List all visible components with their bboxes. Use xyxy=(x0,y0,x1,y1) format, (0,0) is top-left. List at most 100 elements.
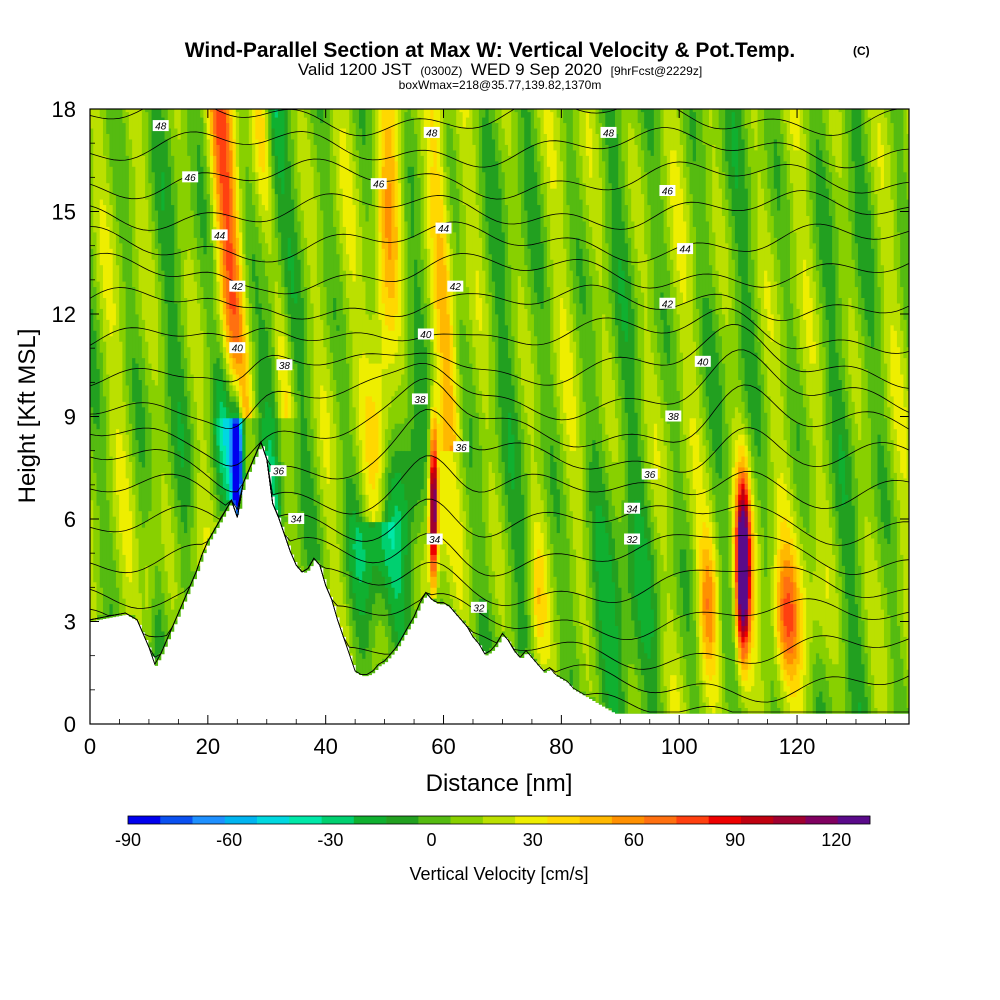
field-cell xyxy=(135,363,140,441)
field-cell xyxy=(177,109,182,140)
field-cell xyxy=(433,417,438,430)
field-cell xyxy=(229,150,234,189)
field-cell xyxy=(235,412,240,419)
field-cell xyxy=(281,314,286,337)
field-cell xyxy=(705,221,710,298)
field-cell xyxy=(255,139,260,173)
field-cell xyxy=(783,576,788,599)
field-cell xyxy=(274,155,279,195)
field-cell xyxy=(822,663,827,703)
field-cell xyxy=(235,401,240,408)
field-cell xyxy=(277,417,282,462)
field-cell xyxy=(563,109,567,124)
field-cell xyxy=(128,461,133,512)
field-cell xyxy=(754,478,759,506)
field-cell xyxy=(174,303,179,479)
field-cell xyxy=(264,450,269,457)
field-cell xyxy=(663,242,668,298)
field-cell xyxy=(777,259,781,315)
field-cell xyxy=(222,379,227,391)
field-cell xyxy=(245,396,250,419)
field-cell xyxy=(430,467,435,473)
field-cell xyxy=(521,237,525,288)
field-cell xyxy=(524,264,529,309)
field-cell xyxy=(883,109,888,118)
field-cell xyxy=(248,341,253,375)
field-cell xyxy=(744,505,749,512)
field-cell xyxy=(427,335,431,430)
field-cell xyxy=(566,109,571,206)
field-cell xyxy=(647,527,652,561)
field-cell xyxy=(491,139,496,282)
field-cell xyxy=(576,177,580,238)
field-cell xyxy=(239,412,243,419)
field-cell xyxy=(553,188,558,353)
field-cell xyxy=(242,434,247,479)
field-cell xyxy=(388,363,392,408)
field-cell xyxy=(277,335,282,380)
field-cell xyxy=(783,319,788,441)
field-cell xyxy=(320,527,324,572)
field-cell xyxy=(297,109,302,173)
field-cell xyxy=(741,357,746,402)
field-cell xyxy=(767,109,772,189)
field-cell xyxy=(543,488,548,523)
field-cell xyxy=(812,620,817,665)
field-cell xyxy=(355,636,360,670)
field-cell xyxy=(219,210,224,244)
field-cell xyxy=(93,330,98,424)
field-cell xyxy=(744,494,749,506)
field-cell xyxy=(699,374,704,419)
field-cell xyxy=(802,319,807,370)
field-cell xyxy=(903,109,908,173)
field-cell xyxy=(200,237,205,288)
field-cell xyxy=(161,109,166,118)
field-cell xyxy=(751,532,755,621)
field-cell xyxy=(747,631,752,643)
field-cell xyxy=(708,428,713,468)
field-cell xyxy=(608,488,613,523)
field-cell xyxy=(592,248,597,331)
svg-text:44: 44 xyxy=(214,231,226,242)
field-cell xyxy=(747,576,752,599)
field-cell xyxy=(543,663,548,670)
field-cell xyxy=(582,401,587,561)
field-cell xyxy=(731,467,736,528)
field-cell xyxy=(148,642,153,648)
field-cell xyxy=(439,199,444,238)
field-cell xyxy=(443,204,448,233)
field-cell xyxy=(151,598,156,654)
field-cell xyxy=(624,341,629,413)
field-cell xyxy=(410,521,415,621)
field-cell xyxy=(219,352,224,370)
field-cell xyxy=(342,270,347,315)
field-cell xyxy=(430,587,435,599)
field-cell xyxy=(809,297,814,364)
field-cell xyxy=(326,483,331,550)
field-cell xyxy=(524,308,529,413)
field-cell xyxy=(414,133,418,260)
field-cell xyxy=(579,248,584,304)
field-cell xyxy=(132,109,136,167)
field-cell xyxy=(576,275,580,331)
field-cell xyxy=(452,150,457,233)
field-cell xyxy=(459,111,464,162)
field-cell xyxy=(138,335,143,380)
field-cell xyxy=(433,308,438,353)
field-cell xyxy=(835,352,840,512)
field-cell xyxy=(232,248,237,293)
contour-label: 44 xyxy=(435,222,452,235)
field-cell xyxy=(744,680,749,692)
field-cell xyxy=(624,109,629,206)
field-cell xyxy=(747,166,752,293)
field-cell xyxy=(676,314,681,391)
field-cell xyxy=(611,461,616,506)
colorbar-label: Vertical Velocity [cm/s] xyxy=(409,864,588,884)
field-cell xyxy=(783,598,788,626)
field-cell xyxy=(381,368,386,473)
field-cell xyxy=(650,488,655,523)
field-cell xyxy=(394,423,399,452)
field-cell xyxy=(595,396,600,452)
field-cell xyxy=(699,109,704,375)
field-cell xyxy=(294,417,298,495)
